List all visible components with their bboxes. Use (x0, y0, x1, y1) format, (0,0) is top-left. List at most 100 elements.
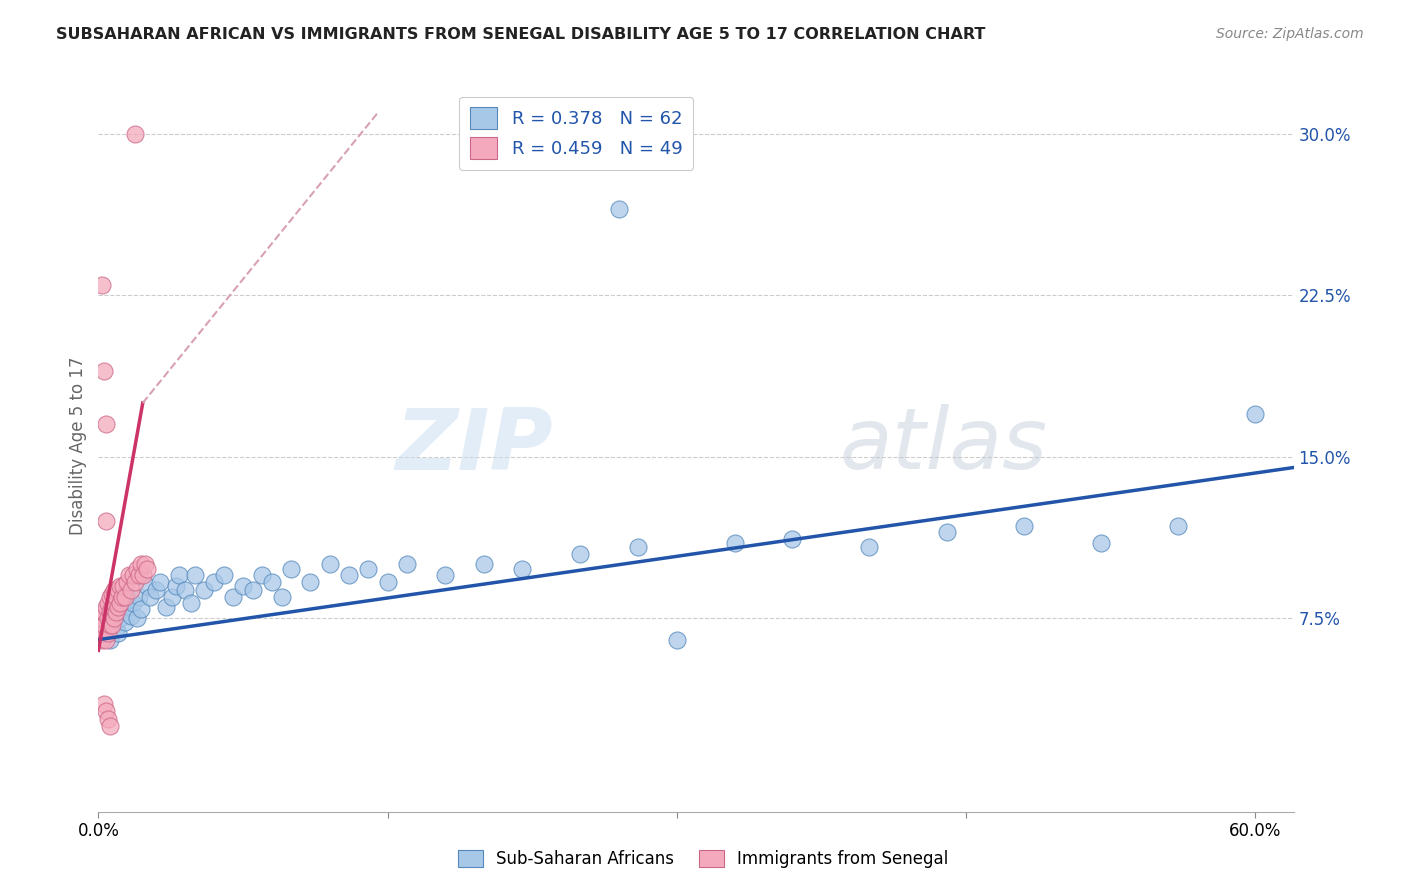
Point (125, 611, 148, 625)
Point (512, 561, 534, 575)
Point (118, 568, 141, 582)
Point (101, 605, 124, 619)
Y-axis label: Disability Age 5 to 17: Disability Age 5 to 17 (69, 357, 87, 535)
Text: ZIP: ZIP (395, 404, 553, 488)
Point (94, 600, 117, 615)
Point (252, 568, 274, 582)
Point (125, 561, 148, 575)
Point (120, 583, 142, 598)
Point (97, 611, 120, 625)
Point (104, 622, 127, 636)
Point (94, 626, 117, 640)
Point (319, 558, 342, 572)
Point (1012, 518, 1035, 533)
Point (169, 568, 191, 582)
Point (134, 558, 156, 572)
Point (180, 596, 202, 610)
Legend: Sub-Saharan Africans, Immigrants from Senegal: Sub-Saharan Africans, Immigrants from Se… (451, 843, 955, 875)
Point (98, 632, 121, 647)
Point (94, 514, 117, 528)
Point (128, 590, 150, 604)
Point (110, 590, 132, 604)
Point (117, 574, 139, 589)
Point (260, 574, 283, 589)
Point (94, 417, 117, 432)
Text: Source: ZipAtlas.com: Source: ZipAtlas.com (1216, 27, 1364, 41)
Point (93, 364, 115, 378)
Point (280, 561, 302, 575)
Point (135, 561, 157, 575)
Point (935, 524, 957, 539)
Point (114, 590, 136, 604)
Text: SUBSAHARAN AFRICAN VS IMMIGRANTS FROM SENEGAL DISABILITY AGE 5 TO 17 CORRELATION: SUBSAHARAN AFRICAN VS IMMIGRANTS FROM SE… (56, 27, 986, 42)
Point (165, 579, 187, 593)
Point (155, 600, 177, 615)
Point (212, 568, 235, 582)
Point (91, 611, 114, 625)
Point (627, 540, 650, 554)
Point (97, 596, 120, 610)
Text: atlas: atlas (839, 404, 1047, 488)
Point (122, 596, 145, 610)
Point (101, 587, 124, 601)
Point (135, 579, 157, 593)
Point (93, 615, 115, 630)
Point (107, 600, 129, 615)
Point (299, 574, 322, 589)
Point (124, 574, 146, 589)
Point (858, 540, 880, 554)
Point (97, 617, 120, 632)
Point (472, 558, 495, 572)
Point (1244, 407, 1267, 421)
Point (103, 611, 125, 625)
Point (124, 127, 146, 141)
Point (723, 536, 745, 550)
Point (782, 532, 804, 546)
Point (193, 583, 215, 598)
Point (93, 605, 115, 619)
Point (202, 574, 225, 589)
Point (145, 583, 167, 598)
Point (103, 596, 125, 610)
Point (101, 617, 124, 632)
Point (104, 605, 127, 619)
Point (242, 583, 264, 598)
Point (337, 568, 360, 582)
Point (160, 590, 183, 604)
Point (184, 568, 207, 582)
Point (107, 583, 129, 598)
Point (104, 590, 127, 604)
Point (103, 583, 125, 598)
Point (395, 558, 418, 572)
Point (91, 277, 114, 292)
Point (94, 632, 117, 647)
Point (94, 704, 117, 718)
Point (91, 632, 114, 647)
Point (665, 632, 688, 647)
Point (108, 611, 131, 625)
Point (108, 596, 131, 610)
Point (97, 626, 120, 640)
Point (128, 568, 150, 582)
Point (93, 626, 115, 640)
Point (108, 579, 131, 593)
Point (120, 609, 142, 624)
Point (98, 617, 121, 632)
Point (98, 719, 121, 733)
Point (129, 602, 152, 616)
Point (110, 596, 132, 610)
Point (434, 568, 457, 582)
Point (174, 583, 197, 598)
Point (107, 600, 129, 615)
Point (114, 615, 136, 630)
Point (377, 574, 399, 589)
Point (139, 590, 162, 604)
Point (357, 561, 380, 575)
Point (107, 626, 129, 640)
Point (112, 579, 135, 593)
Point (569, 547, 592, 561)
Point (93, 617, 115, 632)
Point (1090, 536, 1112, 550)
Point (222, 590, 245, 604)
Point (98, 590, 121, 604)
